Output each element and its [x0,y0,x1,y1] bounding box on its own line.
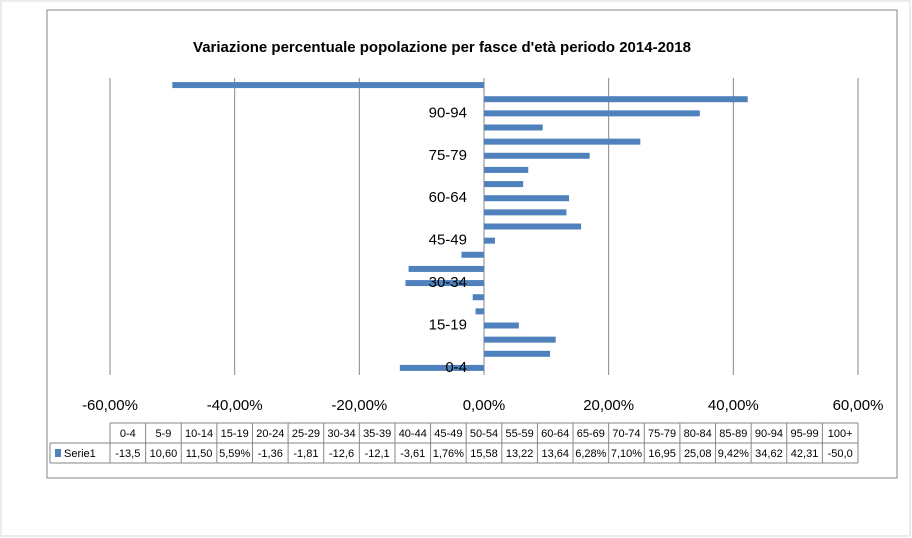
table-header: 60-64 [541,428,569,440]
y-tick-label: 90-94 [429,104,467,121]
table-value: 7,10% [611,448,642,460]
bar [475,308,484,315]
table-header: 35-39 [363,428,391,440]
bar [472,294,484,301]
table-value: 25,08 [684,448,712,460]
table-value: 5,59% [219,448,250,460]
x-tick-label: 0,00% [463,397,506,414]
table-header: 85-89 [719,428,747,440]
table-header: 5-9 [155,428,171,440]
y-tick-label: 0-4 [445,359,467,376]
bar [484,237,495,244]
y-tick-label: 45-49 [429,232,467,249]
table-header: 0-4 [120,428,136,440]
table-value: -3,61 [400,448,425,460]
x-tick-label: 40,00% [708,397,759,414]
table-value: 9,42% [718,448,749,460]
table-header: 100+ [828,428,853,440]
chart-title: Variazione percentuale popolazione per f… [193,39,691,56]
table-value: -1,36 [258,448,283,460]
table-header: 10-14 [185,428,213,440]
table-header: 15-19 [221,428,249,440]
bar [484,195,570,202]
table-value: 6,28% [575,448,606,460]
table-header: 65-69 [577,428,605,440]
table-value: 11,50 [186,448,213,460]
bar [484,336,556,343]
bar [484,110,700,117]
bar [484,322,519,329]
table-value: -12,6 [329,448,354,460]
legend-key [55,449,61,457]
table-value: -50,0 [828,448,853,460]
bar [484,181,524,188]
bar [408,265,484,272]
table-value: 15,58 [470,448,498,460]
bar [405,280,484,287]
y-tick-label: 75-79 [429,147,467,164]
table-header: 80-84 [684,428,712,440]
table-header: 70-74 [612,428,640,440]
bar [484,96,748,103]
bar [172,82,485,89]
table-value: -12,1 [365,448,390,460]
table-value: 13,22 [506,448,534,460]
table-header: 30-34 [327,428,355,440]
table-header: 40-44 [399,428,427,440]
table-header: 90-94 [755,428,783,440]
bar [484,124,543,131]
table-header: 50-54 [470,428,498,440]
x-tick-label: -40,00% [207,397,263,414]
table-value: 1,76% [433,448,464,460]
table-header: 25-29 [292,428,320,440]
table-header: 45-49 [434,428,462,440]
legend-label: Serie1 [64,448,96,460]
table-value: 42,31 [791,448,819,460]
bar [399,364,484,371]
table-header: 95-99 [791,428,819,440]
table-value: -13,5 [115,448,140,460]
bar [484,209,567,216]
bar [484,223,582,230]
table-value: 34,62 [755,448,783,460]
table-value: -1,81 [293,448,318,460]
table-value: 10,60 [150,448,178,460]
y-tick-label: 30-34 [429,274,467,291]
table-header: 55-59 [506,428,534,440]
bar [484,166,529,173]
x-tick-label: -20,00% [331,397,387,414]
x-tick-label: 60,00% [833,397,884,414]
bar [484,350,551,357]
bar [461,251,484,258]
table-value: 16,95 [648,448,676,460]
y-tick-label: 60-64 [429,189,467,206]
table-value: 13,64 [541,448,569,460]
y-tick-label: 15-19 [429,316,467,333]
table-header: 75-79 [648,428,676,440]
x-tick-label: -60,00% [82,397,138,414]
bar [484,138,641,145]
x-tick-label: 20,00% [583,397,634,414]
table-header: 20-24 [256,428,284,440]
bar [484,152,590,159]
